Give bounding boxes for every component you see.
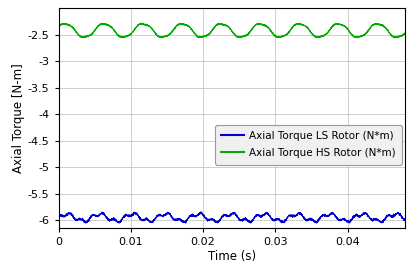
Axial Torque HS Rotor (N*m)	[403, 32, 408, 35]
Line: Axial Torque HS Rotor (N*m): Axial Torque HS Rotor (N*m)	[59, 23, 405, 38]
Axial Torque HS Rotor (N*m)	[393, 36, 398, 40]
Axial Torque LS Rotor (N*m)	[189, 215, 194, 218]
Axial Torque LS Rotor (N*m)	[403, 219, 408, 222]
Axial Torque LS Rotor (N*m)	[199, 210, 204, 213]
Legend: Axial Torque LS Rotor (N*m), Axial Torque HS Rotor (N*m): Axial Torque LS Rotor (N*m), Axial Torqu…	[215, 125, 402, 164]
X-axis label: Time (s): Time (s)	[208, 250, 256, 263]
Y-axis label: Axial Torque [N-m]: Axial Torque [N-m]	[12, 63, 25, 173]
Axial Torque HS Rotor (N*m)	[56, 26, 61, 29]
Axial Torque LS Rotor (N*m)	[396, 211, 401, 215]
Axial Torque HS Rotor (N*m)	[359, 34, 364, 38]
Axial Torque HS Rotor (N*m)	[116, 34, 121, 37]
Axial Torque HS Rotor (N*m)	[96, 25, 101, 28]
Axial Torque LS Rotor (N*m)	[116, 220, 121, 224]
Axial Torque HS Rotor (N*m)	[396, 35, 401, 38]
Axial Torque LS Rotor (N*m)	[359, 213, 364, 216]
Axial Torque LS Rotor (N*m)	[56, 214, 61, 218]
Axial Torque LS Rotor (N*m)	[96, 214, 101, 218]
Axial Torque HS Rotor (N*m)	[189, 28, 194, 31]
Axial Torque HS Rotor (N*m)	[139, 21, 144, 25]
Line: Axial Torque LS Rotor (N*m): Axial Torque LS Rotor (N*m)	[59, 212, 405, 223]
Axial Torque HS Rotor (N*m)	[204, 34, 209, 37]
Axial Torque LS Rotor (N*m)	[204, 218, 209, 221]
Axial Torque LS Rotor (N*m)	[83, 222, 88, 225]
